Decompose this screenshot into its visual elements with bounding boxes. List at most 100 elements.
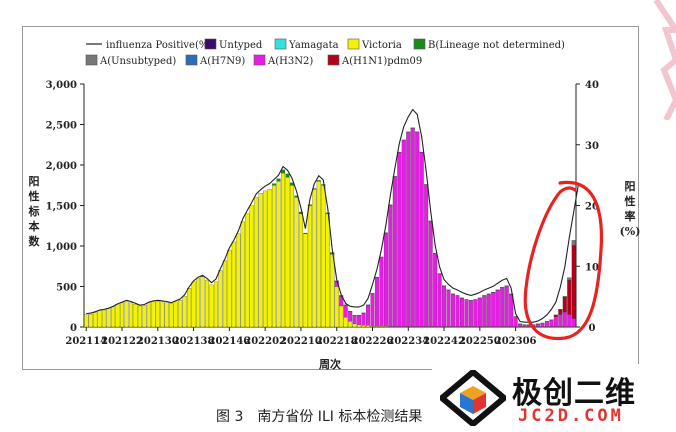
bar-segment xyxy=(169,303,174,328)
bar-segment xyxy=(106,308,111,328)
watermark-brand-name: 极创二维 xyxy=(512,376,636,411)
bar-segment xyxy=(388,204,393,327)
legend-label: influenza Positive(%) xyxy=(106,40,212,51)
bar-segment xyxy=(303,233,308,328)
bar-segment xyxy=(209,284,214,328)
bar-segment xyxy=(272,185,277,328)
bar-segment xyxy=(137,305,142,328)
x-tick-label: 202234 xyxy=(387,336,429,347)
bar-segment xyxy=(187,287,192,328)
legend-item: Yamagata xyxy=(274,38,339,51)
x-tick-label: 202146 xyxy=(208,336,250,347)
bar-segment xyxy=(428,221,433,327)
bar-segment xyxy=(562,311,567,327)
x-tick-label: 202122 xyxy=(101,336,143,347)
bar-segment xyxy=(379,257,384,327)
bar-segment xyxy=(442,285,447,327)
legend-swatch xyxy=(185,54,198,66)
bar-segment xyxy=(383,232,388,327)
bar-segment xyxy=(97,310,102,328)
bar-segment xyxy=(178,300,183,328)
bar-segment xyxy=(307,205,312,328)
bar-segment xyxy=(357,315,362,325)
bar-segment xyxy=(115,304,120,328)
figure-caption: 图 3 南方省份 ILI 标本检测结果 xyxy=(216,406,422,426)
bar-segment xyxy=(330,253,335,328)
bar-segment xyxy=(339,305,344,328)
bar-segment xyxy=(518,324,523,327)
legend-label: A(H3N2) xyxy=(267,56,313,67)
bar-segment xyxy=(343,305,348,318)
legend-swatch xyxy=(347,38,360,50)
bar-segment xyxy=(267,189,272,328)
x-tick-label: 202242 xyxy=(423,336,465,347)
bar-segment xyxy=(486,294,491,327)
bar-segment xyxy=(504,285,509,327)
bar-segment xyxy=(468,300,473,327)
bar-segment xyxy=(397,152,402,327)
bar-segment xyxy=(240,221,245,328)
bar-segment xyxy=(437,273,442,327)
bar-segment xyxy=(459,298,464,327)
bar-segment xyxy=(294,197,299,328)
bar-segment xyxy=(482,295,487,327)
y-axis-title: 阳性标本数 xyxy=(28,174,41,248)
bar-segment xyxy=(321,185,326,328)
caption-text: 南方省份 ILI 标本检测结果 xyxy=(257,409,423,425)
bar-segment xyxy=(522,324,527,327)
bar-segment xyxy=(491,292,496,327)
watermark-cube-icon xyxy=(440,370,506,426)
bar-segment xyxy=(348,321,353,328)
bar-segment xyxy=(361,313,366,326)
bar-segment xyxy=(410,128,415,327)
corner-decoration xyxy=(653,0,676,120)
bar-segment xyxy=(374,277,379,327)
x-tick-label: 202306 xyxy=(495,336,537,347)
bar-segment xyxy=(93,312,98,328)
bar-segment xyxy=(553,316,558,327)
y-tick-label: 3,000 xyxy=(46,80,77,91)
bar-segment xyxy=(513,316,518,327)
bar-segment xyxy=(281,172,286,328)
bar-segment xyxy=(88,313,93,328)
bar-segment xyxy=(289,185,294,328)
bar-segment xyxy=(473,299,478,327)
bar-segment xyxy=(553,315,558,318)
bar-segment xyxy=(312,189,317,328)
bar-segment xyxy=(567,314,572,327)
bar-segment xyxy=(102,309,107,328)
bar-segment xyxy=(366,325,371,328)
y-tick-label: 0 xyxy=(70,323,77,334)
bar-segment xyxy=(406,132,411,327)
bar-segment xyxy=(227,249,232,328)
watermark-logo: 极创二维 JC2D.COM xyxy=(432,364,676,432)
bar-segment xyxy=(272,183,277,186)
x-tick-label: 202202 xyxy=(244,336,286,347)
bar-segment xyxy=(276,181,281,328)
legend-item: B(Lineage not determined) xyxy=(413,38,565,51)
bar-segment xyxy=(348,311,353,322)
bar-segment xyxy=(477,298,482,327)
legend-swatch xyxy=(413,38,426,50)
x-tick-label: 202226 xyxy=(352,336,394,347)
bar-segment xyxy=(366,305,371,326)
bar-segment xyxy=(281,169,286,174)
bar-segment xyxy=(120,302,125,328)
legend-item: Victoria xyxy=(347,38,402,51)
y2-axis-title: 阳性率(%) xyxy=(620,179,641,238)
bar-segment xyxy=(218,270,223,328)
bar-segment xyxy=(191,281,196,328)
bar-segment xyxy=(249,205,254,328)
legend-label: Victoria xyxy=(361,40,402,51)
bar-segment xyxy=(316,180,321,182)
bar-segment xyxy=(254,197,259,328)
bar-segment xyxy=(160,301,165,328)
bar-segment xyxy=(146,302,151,328)
bar-segment xyxy=(321,184,326,186)
watermark-site: JC2D.COM xyxy=(518,406,624,426)
axes: 0 500 1,000 1,500 2,000 2,500 3,000 0 10 20 30 40 20… xyxy=(28,80,641,371)
bar-segment xyxy=(450,294,456,327)
bar-segment xyxy=(500,287,505,327)
